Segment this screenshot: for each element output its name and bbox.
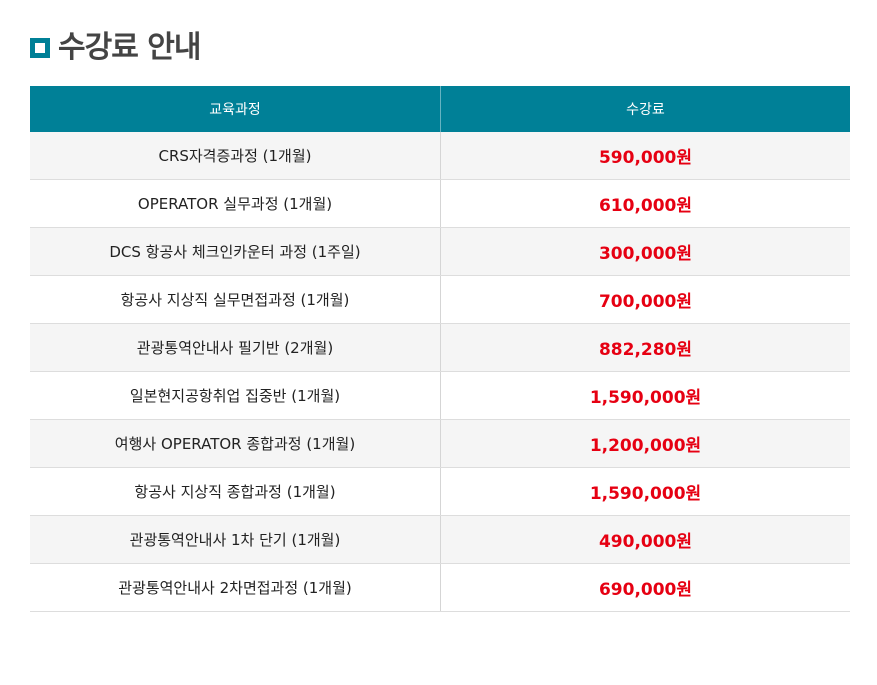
- table-row: CRS자격증과정 (1개월) 590,000원: [30, 132, 850, 180]
- course-name: 항공사 지상직 종합과정 (1개월): [30, 467, 441, 516]
- course-name: 여행사 OPERATOR 종합과정 (1개월): [30, 419, 441, 468]
- course-name: 관광통역안내사 필기반 (2개월): [30, 323, 441, 372]
- course-name: 관광통역안내사 1차 단기 (1개월): [30, 515, 441, 564]
- course-fee: 690,000원: [440, 563, 850, 612]
- table-header-row: 교육과정 수강료: [30, 86, 850, 132]
- table-row: 일본현지공항취업 집중반 (1개월) 1,590,000원: [30, 371, 850, 420]
- course-fee: 1,590,000원: [440, 467, 850, 516]
- table-row: 관광통역안내사 2차면접과정 (1개월) 690,000원: [30, 563, 850, 612]
- table-row: OPERATOR 실무과정 (1개월) 610,000원: [30, 179, 850, 228]
- course-name: 관광통역안내사 2차면접과정 (1개월): [30, 563, 441, 612]
- course-fee: 300,000원: [440, 227, 850, 276]
- table-row: 항공사 지상직 실무면접과정 (1개월) 700,000원: [30, 275, 850, 324]
- course-fee: 490,000원: [440, 515, 850, 564]
- course-fee: 1,590,000원: [440, 371, 850, 420]
- table-row: 관광통역안내사 필기반 (2개월) 882,280원: [30, 323, 850, 372]
- course-fee: 590,000원: [440, 132, 850, 180]
- table-row: 항공사 지상직 종합과정 (1개월) 1,590,000원: [30, 467, 850, 516]
- course-name: DCS 항공사 체크인카운터 과정 (1주일): [30, 227, 441, 276]
- course-name: OPERATOR 실무과정 (1개월): [30, 179, 441, 228]
- table-row: 여행사 OPERATOR 종합과정 (1개월) 1,200,000원: [30, 419, 850, 468]
- course-fee: 882,280원: [440, 323, 850, 372]
- course-name: CRS자격증과정 (1개월): [30, 132, 441, 180]
- section-title-row: 수강료 안내: [30, 28, 201, 68]
- header-fee: 수강료: [440, 86, 850, 132]
- course-name: 일본현지공항취업 집중반 (1개월): [30, 371, 441, 420]
- square-bullet-icon: [30, 38, 50, 58]
- course-name: 항공사 지상직 실무면접과정 (1개월): [30, 275, 441, 324]
- page-title: 수강료 안내: [58, 30, 201, 65]
- header-course: 교육과정: [30, 86, 441, 132]
- table-row: 관광통역안내사 1차 단기 (1개월) 490,000원: [30, 515, 850, 564]
- course-fee: 610,000원: [440, 179, 850, 228]
- course-fee: 700,000원: [440, 275, 850, 324]
- course-fee: 1,200,000원: [440, 419, 850, 468]
- table-row: DCS 항공사 체크인카운터 과정 (1주일) 300,000원: [30, 227, 850, 276]
- tuition-fee-table: 교육과정 수강료 CRS자격증과정 (1개월) 590,000원 OPERATO…: [30, 86, 850, 612]
